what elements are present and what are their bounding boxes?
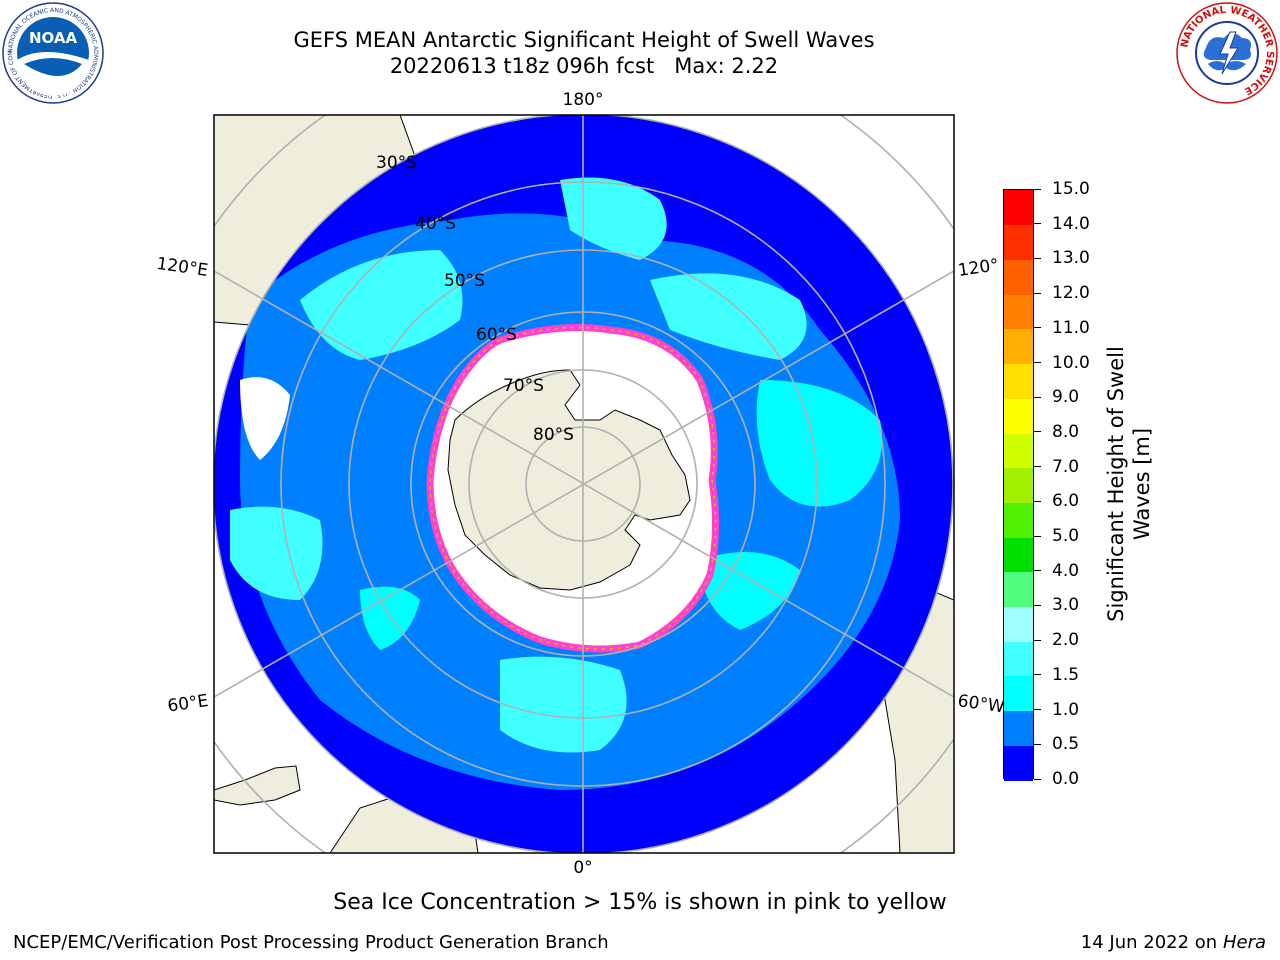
colorbar-tick	[1034, 570, 1041, 572]
colorbar-tick	[1034, 257, 1041, 259]
colorbar-tick	[1034, 396, 1041, 398]
sea-ice-note: Sea Ice Concentration > 15% is shown in …	[333, 890, 947, 915]
colorbar-segment	[1004, 432, 1033, 469]
colorbar-segment	[1004, 294, 1033, 330]
colorbar-segment	[1004, 502, 1033, 538]
colorbar-tick-label: 4.0	[1052, 560, 1080, 581]
title-line-1: GEFS MEAN Antarctic Significant Height o…	[293, 28, 875, 52]
lat-label-30s: 30°S	[376, 153, 417, 173]
colorbar-tick-label: 10.0	[1052, 352, 1090, 373]
colorbar-tick-label: 13.0	[1052, 248, 1090, 269]
colorbar-tick-label: 6.0	[1052, 491, 1080, 512]
colorbar-tick	[1034, 327, 1041, 329]
lat-label-70s: 70°S	[503, 376, 544, 396]
map-title: GEFS MEAN Antarctic Significant Height o…	[184, 27, 984, 79]
colorbar-tick	[1034, 292, 1041, 294]
lat-label-40s: 40°S	[415, 214, 456, 234]
map-frame	[213, 114, 955, 854]
lon-label-60w: 60°W	[956, 691, 1005, 717]
colorbar-tick	[1034, 223, 1041, 225]
graticule	[214, 115, 954, 853]
colorbar-tick	[1034, 188, 1041, 190]
colorbar-segment	[1004, 363, 1033, 399]
colorbar-label: Significant Height of Swell Waves [m]	[1104, 346, 1154, 622]
lat-label-50s: 50°S	[444, 271, 485, 291]
colorbar-tick	[1034, 674, 1041, 676]
colorbar-tick	[1034, 500, 1041, 502]
colorbar-tick	[1034, 639, 1041, 641]
colorbar-segment	[1004, 467, 1033, 503]
colorbar-tick-label: 8.0	[1052, 421, 1080, 442]
colorbar-tick-label: 1.0	[1052, 699, 1080, 720]
run-host: Hera	[1222, 932, 1266, 953]
colorbar-segment	[1004, 537, 1033, 573]
colorbar-segment	[1004, 328, 1033, 365]
colorbar-segment	[1004, 606, 1033, 642]
colorbar-tick-label: 11.0	[1052, 317, 1090, 338]
colorbar-tick-label: 15.0	[1052, 179, 1090, 199]
colorbar-tick	[1034, 709, 1041, 711]
lat-label-60s: 60°S	[476, 325, 517, 345]
colorbar-segment	[1004, 675, 1033, 712]
colorbar-tick-label: 1.5	[1052, 664, 1080, 685]
lon-label-120w: 120°	[957, 255, 1000, 281]
colorbar-tick	[1034, 535, 1041, 537]
lon-label-120e: 120°E	[155, 254, 209, 281]
colorbar-tick	[1034, 743, 1041, 745]
colorbar-tick	[1034, 362, 1041, 364]
colorbar-tick	[1034, 604, 1041, 606]
colorbar-segment	[1004, 571, 1033, 608]
colorbar-tick-label: 2.0	[1052, 630, 1080, 651]
lat-label-80s: 80°S	[533, 425, 574, 445]
colorbar-segment	[1004, 710, 1033, 746]
title-line-2: 20220613 t18z 096h fcst Max: 2.22	[389, 54, 779, 78]
colorbar-tick-label: 12.0	[1052, 283, 1090, 304]
colorbar-tick	[1034, 778, 1041, 780]
run-date: 14 Jun 2022 on Hera	[1081, 932, 1266, 953]
antarctica-land	[447, 369, 691, 591]
colorbar	[1003, 189, 1034, 781]
colorbar-segment	[1004, 224, 1033, 260]
colorbar-segment	[1004, 190, 1033, 226]
colorbar-tick	[1034, 466, 1041, 468]
colorbar-tick-label: 5.0	[1052, 526, 1080, 547]
noaa-text: NOAA	[29, 29, 78, 47]
colorbar-segment	[1004, 398, 1033, 434]
colorbar-tick-label: 0.5	[1052, 734, 1080, 755]
madagascar-land	[214, 765, 301, 806]
noaa-logo: NATIONAL OCEANIC AND ATMOSPHERIC ADMINIS…	[2, 2, 104, 104]
credit-line: NCEP/EMC/Verification Post Processing Pr…	[13, 932, 609, 953]
run-date-text: 14 Jun 2022 on	[1080, 932, 1218, 953]
colorbar-tick-label: 7.0	[1052, 456, 1080, 477]
lon-label-0: 0°	[573, 858, 592, 878]
nws-logo: NATIONAL WEATHER SERVICE	[1176, 2, 1278, 104]
colorbar-tick	[1034, 431, 1041, 433]
lon-label-60e: 60°E	[166, 691, 209, 716]
colorbar-segment	[1004, 259, 1033, 295]
colorbar-tick-label: 3.0	[1052, 595, 1080, 616]
lon-label-180: 180°	[563, 90, 604, 110]
colorbar-tick-label: 0.0	[1052, 769, 1080, 789]
colorbar-tick-label: 9.0	[1052, 387, 1080, 408]
colorbar-segment	[1004, 641, 1033, 677]
colorbar-tick-label: 14.0	[1052, 213, 1090, 234]
colorbar-segment	[1004, 745, 1033, 781]
